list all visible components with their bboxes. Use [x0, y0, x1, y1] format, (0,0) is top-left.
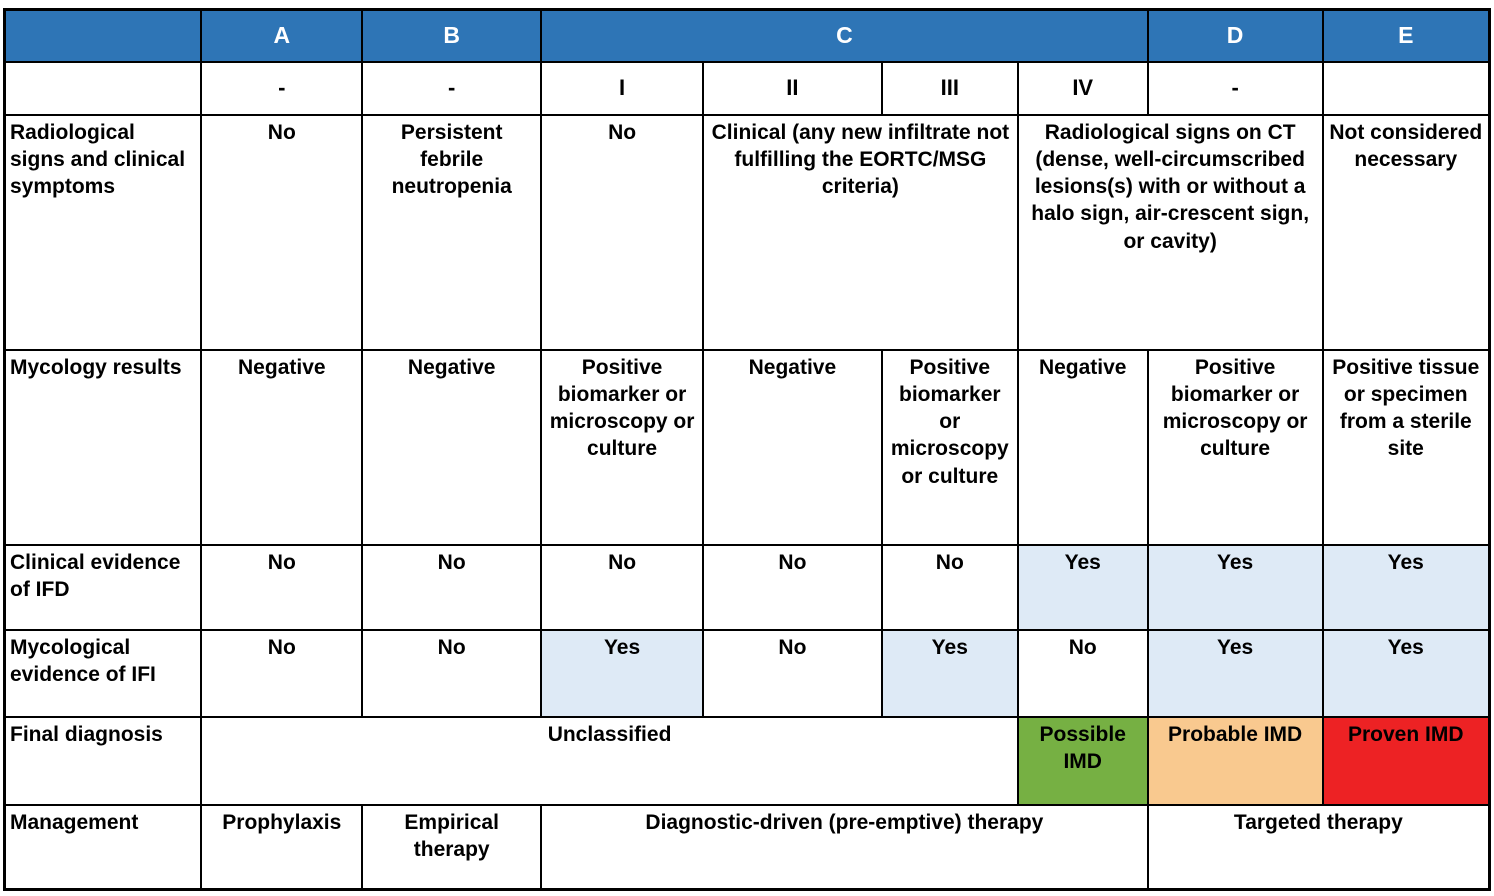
cell-radiological-c1: No — [540, 113, 705, 351]
cell-mycoevidence-b: No — [361, 628, 543, 718]
cell-mycology-b: Negative — [361, 348, 543, 546]
subheader-row: - - I II III IV - — [3, 60, 1491, 116]
cell-mycoevidence-d: Yes — [1146, 628, 1324, 718]
header-row: A B C D E — [3, 8, 1491, 63]
cell-clinical-e: Yes — [1321, 543, 1491, 631]
cell-diagnosis-possible-imd: Possible IMD — [1016, 715, 1149, 806]
subheader-corner-cell — [3, 60, 203, 116]
row-label-clinical-evidence: Clinical evidence of IFD — [3, 543, 203, 631]
subheader-a: - — [200, 60, 364, 116]
cell-management-targeted: Targeted therapy — [1146, 803, 1491, 891]
cell-diagnosis-unclassified: Unclassified — [200, 715, 1019, 806]
header-col-a: A — [200, 8, 364, 63]
cell-diagnosis-probable-imd: Probable IMD — [1146, 715, 1324, 806]
cell-clinical-c2: No — [702, 543, 883, 631]
cell-radiological-e: Not considered necessary — [1321, 113, 1491, 351]
cell-mycoevidence-c1: Yes — [540, 628, 705, 718]
cell-mycology-a: Negative — [200, 348, 364, 546]
row-label-mycology: Mycology results — [3, 348, 203, 546]
cell-mycoevidence-a: No — [200, 628, 364, 718]
header-col-d: D — [1146, 8, 1324, 63]
cell-radiological-c2-c3: Clinical (any new infiltrate not fulfill… — [702, 113, 1019, 351]
subheader-c1: I — [540, 60, 705, 116]
subheader-c2: II — [702, 60, 883, 116]
row-label-radiological: Radiological signs and clinical symptoms — [3, 113, 203, 351]
row-label-management: Management — [3, 803, 203, 891]
cell-clinical-c4: Yes — [1016, 543, 1149, 631]
subheader-c3: III — [880, 60, 1019, 116]
cell-management-empirical: Empirical therapy — [361, 803, 543, 891]
clinical-evidence-row: Clinical evidence of IFD No No No No No … — [3, 543, 1491, 631]
cell-clinical-c3: No — [880, 543, 1019, 631]
cell-mycology-d: Positive biomarker or microscopy or cult… — [1146, 348, 1324, 546]
cell-clinical-c1: No — [540, 543, 705, 631]
cell-radiological-a: No — [200, 113, 364, 351]
cell-mycoevidence-c4: No — [1016, 628, 1149, 718]
management-row: Management Prophylaxis Empirical therapy… — [3, 803, 1491, 891]
mycological-evidence-row: Mycological evidence of IFI No No Yes No… — [3, 628, 1491, 718]
cell-mycoevidence-c2: No — [702, 628, 883, 718]
cell-clinical-a: No — [200, 543, 364, 631]
ifd-classification-table: A B C D E - - I II III IV - Radiological… — [3, 8, 1491, 891]
mycology-row: Mycology results Negative Negative Posit… — [3, 348, 1491, 546]
row-label-final-diagnosis: Final diagnosis — [3, 715, 203, 806]
cell-management-diagnostic-driven: Diagnostic-driven (pre-emptive) therapy — [540, 803, 1149, 891]
cell-mycology-c3: Positive biomarker or microscopy or cult… — [880, 348, 1019, 546]
subheader-e — [1321, 60, 1491, 116]
header-corner-cell — [3, 8, 203, 63]
cell-clinical-b: No — [361, 543, 543, 631]
cell-management-prophylaxis: Prophylaxis — [200, 803, 364, 891]
header-col-c: C — [540, 8, 1149, 63]
subheader-c4: IV — [1016, 60, 1149, 116]
cell-radiological-c4-d: Radiological signs on CT (dense, well-ci… — [1016, 113, 1324, 351]
subheader-d: - — [1146, 60, 1324, 116]
cell-mycology-e: Positive tissue or specimen from a steri… — [1321, 348, 1491, 546]
radiological-row: Radiological signs and clinical symptoms… — [3, 113, 1491, 351]
cell-mycology-c4: Negative — [1016, 348, 1149, 546]
header-col-e: E — [1321, 8, 1491, 63]
cell-mycoevidence-c3: Yes — [880, 628, 1019, 718]
cell-radiological-b: Persistent febrile neutropenia — [361, 113, 543, 351]
subheader-b: - — [361, 60, 543, 116]
cell-mycology-c1: Positive biomarker or microscopy or cult… — [540, 348, 705, 546]
cell-mycology-c2: Negative — [702, 348, 883, 546]
final-diagnosis-row: Final diagnosis Unclassified Possible IM… — [3, 715, 1491, 806]
header-col-b: B — [361, 8, 543, 63]
cell-clinical-d: Yes — [1146, 543, 1324, 631]
cell-diagnosis-proven-imd: Proven IMD — [1321, 715, 1491, 806]
row-label-mycological-evidence: Mycological evidence of IFI — [3, 628, 203, 718]
cell-mycoevidence-e: Yes — [1321, 628, 1491, 718]
